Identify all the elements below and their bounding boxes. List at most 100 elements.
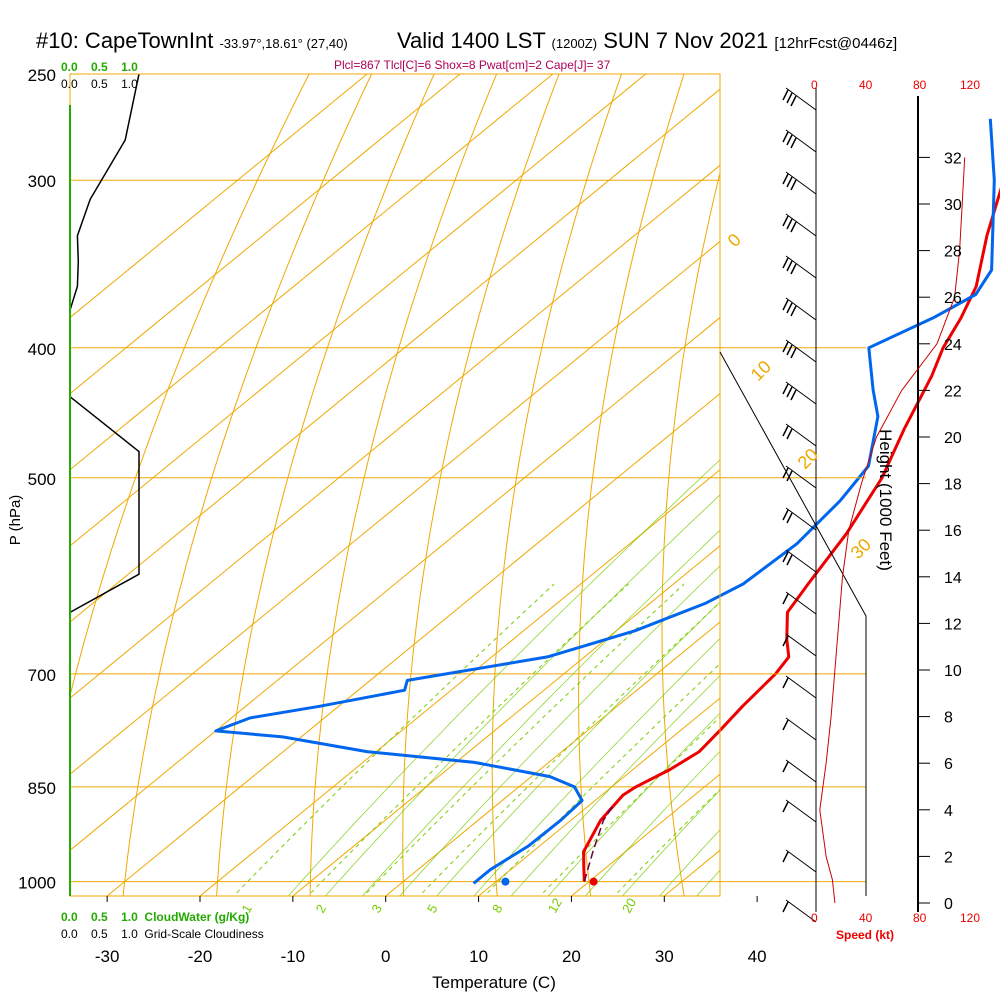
- speed-tick-40-top: 40: [859, 78, 873, 92]
- pressure-tick-500: 500: [28, 470, 56, 489]
- isotherm-0: [385, 621, 720, 896]
- wind-speed-line: [819, 157, 966, 904]
- moist-adiabat-26: [621, 789, 720, 896]
- moist-adiabat-14: [510, 675, 720, 896]
- speed-tick-0-bottom: 0: [811, 911, 818, 925]
- wind-panel-edge: [719, 351, 867, 896]
- wind-barb: [782, 675, 817, 699]
- dry-adiabat--10: [309, 74, 498, 896]
- pressure-tick-1000: 1000: [18, 874, 56, 893]
- y-axis-label: P (hPa): [7, 495, 24, 546]
- dry-adiabat-label-30: 30: [847, 535, 875, 563]
- dry-adiabat--20: [216, 74, 435, 896]
- isotherm--30: [106, 393, 720, 896]
- wind-barb: [782, 381, 817, 405]
- station-coords: -33.97°,18.61° (27,40): [219, 36, 348, 51]
- valid-date: SUN 7 Nov 2021: [603, 28, 769, 53]
- speed-axis-label: Speed (kt): [836, 928, 895, 942]
- moist-adiabat-2: [399, 565, 720, 896]
- moist-adiabat-22: [584, 750, 720, 896]
- wind-barb: [782, 339, 817, 363]
- speed-tick-120-top: 120: [960, 78, 981, 92]
- wind-barb: [782, 799, 817, 823]
- height-tick-32: 32: [944, 150, 962, 167]
- moist-adiabat-18: [547, 712, 720, 896]
- valid-label: Valid 1400 LST: [397, 28, 546, 53]
- height-tick-28: 28: [944, 244, 962, 261]
- dewpoint-line: [214, 118, 996, 885]
- cloudiness-line: [69, 73, 140, 614]
- wind-barb: [782, 129, 817, 153]
- height-tick-26: 26: [944, 290, 962, 307]
- height-tick-0: 0: [944, 896, 953, 913]
- x-tick--10: -10: [281, 947, 306, 966]
- pressure-tick-850: 850: [28, 779, 56, 798]
- wind-barb: [782, 507, 817, 531]
- dry-adiabat-label-10: 10: [747, 357, 775, 385]
- isotherm--50: [70, 240, 720, 775]
- height-tick-20: 20: [944, 430, 962, 447]
- x-tick--20: -20: [188, 947, 213, 966]
- surface-dewpoint-dot: [501, 877, 510, 886]
- wind-barb: [782, 591, 817, 615]
- wind-barb: [782, 213, 817, 237]
- height-tick-24: 24: [944, 337, 962, 354]
- isotherm--100: [70, 74, 461, 395]
- wind-barb: [782, 297, 817, 321]
- cloudiness-scale-top: 0.0 0.5 1.0: [61, 77, 138, 91]
- isotherm--110: [70, 74, 368, 319]
- height-tick-18: 18: [944, 477, 962, 494]
- x-tick-40: 40: [748, 947, 767, 966]
- wind-barb: [782, 717, 817, 741]
- speed-tick-80-top: 80: [913, 78, 927, 92]
- dry-adiabat-0: [402, 74, 560, 896]
- isotherm--80: [70, 74, 647, 547]
- height-tick-14: 14: [944, 570, 962, 587]
- temperature-line: [582, 186, 1000, 882]
- pressure-tick-250: 250: [28, 66, 56, 85]
- dry-adiabat--30: [122, 74, 373, 896]
- height-tick-8: 8: [944, 710, 953, 727]
- isotherm-50: [850, 74, 1000, 896]
- speed-tick-40-bottom: 40: [859, 911, 873, 925]
- stability-indices: Plcl=867 Tlcl[C]=6 Shox=8 Pwat[cm]=2 Cap…: [334, 58, 611, 72]
- height-tick-22: 22: [944, 383, 962, 400]
- x-tick-30: 30: [655, 947, 674, 966]
- x-tick-10: 10: [469, 947, 488, 966]
- mixing-ratio-label-20: 20: [619, 895, 639, 915]
- height-tick-6: 6: [944, 756, 953, 773]
- cloudiness-label: Grid-Scale Cloudiness: [144, 927, 264, 941]
- station-title: #10: CapeTownInt -33.97°,18.61° (27,40): [36, 28, 348, 54]
- mixing-ratio-line-6: [613, 788, 720, 896]
- wind-barb: [782, 171, 817, 195]
- cloudwater-scale-top: 0.0 0.5 1.0: [61, 60, 138, 74]
- moist-adiabat--6: [324, 494, 720, 896]
- isotherm-10: [478, 697, 720, 896]
- wind-barb: [782, 423, 817, 447]
- dry-adiabat-30: [661, 170, 720, 896]
- wind-barb: [782, 899, 817, 923]
- pressure-tick-300: 300: [28, 172, 56, 191]
- wind-barb: [782, 87, 817, 111]
- plot-frame: [69, 73, 721, 897]
- pressure-tick-400: 400: [28, 340, 56, 359]
- height-tick-10: 10: [944, 663, 962, 680]
- height-tick-30: 30: [944, 197, 962, 214]
- mixing-ratio-label-5: 5: [424, 902, 441, 916]
- zulu-time: (1200Z): [551, 36, 598, 51]
- x-tick-20: 20: [562, 947, 581, 966]
- mixing-ratio-label-2: 2: [313, 902, 330, 916]
- forecast-info: [12hrFcst@0446z]: [774, 35, 898, 52]
- height-tick-4: 4: [944, 803, 953, 820]
- dry-adiabat--40: [70, 74, 310, 698]
- x-axis-label: Temperature (C): [432, 973, 556, 992]
- height-tick-2: 2: [944, 849, 953, 866]
- mixing-ratio-label-3: 3: [368, 902, 385, 916]
- dry-adiabat-20: [578, 74, 685, 896]
- wind-barb: [782, 759, 817, 783]
- speed-tick-80-bottom: 80: [913, 911, 927, 925]
- station-name: #10: CapeTownInt: [36, 28, 214, 53]
- pressure-tick-700: 700: [28, 666, 56, 685]
- parcel-line: [583, 803, 615, 882]
